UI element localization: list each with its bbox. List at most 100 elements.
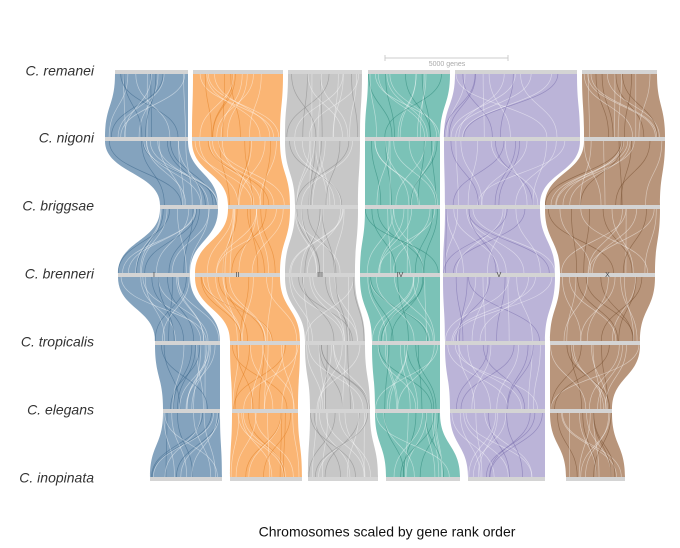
strand <box>177 140 203 206</box>
strand <box>307 208 337 274</box>
strand <box>431 412 440 478</box>
strand <box>382 276 419 342</box>
strand <box>138 73 159 138</box>
strand <box>471 276 488 342</box>
strand <box>120 276 207 342</box>
strand <box>286 73 330 138</box>
chromosome-bar <box>155 341 220 345</box>
strand <box>344 412 366 478</box>
strand <box>405 412 427 478</box>
chromosome-bar <box>445 205 540 209</box>
strand <box>562 412 622 478</box>
strand <box>412 276 435 342</box>
strand <box>456 344 489 410</box>
strand <box>289 208 344 274</box>
strand <box>309 73 360 138</box>
ribbon <box>195 209 290 273</box>
strand <box>313 412 341 478</box>
strand <box>321 344 370 410</box>
strand <box>495 140 533 206</box>
strand <box>383 412 405 478</box>
strand <box>580 208 648 274</box>
strand <box>424 412 444 478</box>
strand <box>466 208 507 274</box>
strand <box>410 140 438 206</box>
strand <box>618 140 623 206</box>
strand <box>496 344 519 410</box>
strand <box>169 140 214 206</box>
strand <box>325 344 328 410</box>
strand <box>472 412 507 478</box>
strand <box>254 412 294 478</box>
strand <box>304 208 321 274</box>
strand <box>374 73 440 138</box>
strand <box>308 140 316 206</box>
strand <box>419 73 425 138</box>
strand <box>235 412 257 478</box>
ribbon <box>118 209 218 273</box>
strand <box>281 344 294 410</box>
chromosome-label: X <box>605 272 610 279</box>
chromosome-bar <box>372 341 440 345</box>
strand <box>117 73 165 138</box>
strand <box>467 208 550 274</box>
strand <box>165 412 168 478</box>
strand <box>320 73 349 138</box>
strand <box>319 344 343 410</box>
strand <box>578 412 591 478</box>
strand <box>164 412 202 478</box>
ribbon <box>365 74 450 137</box>
chromosome-bar <box>285 137 360 141</box>
strand <box>405 412 409 478</box>
strand <box>238 208 257 274</box>
strand <box>139 208 162 274</box>
strand <box>394 276 434 342</box>
strand <box>155 208 190 274</box>
strand <box>452 140 505 206</box>
strand <box>322 208 324 274</box>
strand <box>644 208 657 274</box>
strand <box>349 73 357 138</box>
strand <box>550 344 640 410</box>
strand <box>397 73 417 138</box>
strand <box>604 344 627 410</box>
strand <box>583 73 633 138</box>
strand <box>168 208 200 274</box>
strand <box>371 276 414 342</box>
strand <box>120 73 179 138</box>
chromosome-bar <box>232 409 298 413</box>
strand <box>201 276 273 342</box>
strand <box>312 412 317 478</box>
strand <box>587 208 623 274</box>
strand <box>150 73 152 138</box>
strand <box>309 276 345 342</box>
species-label: C. elegans <box>27 402 94 418</box>
strand <box>144 208 197 274</box>
strand <box>393 412 423 478</box>
ribbon <box>285 74 362 137</box>
strand <box>135 73 171 138</box>
chromosome-bar <box>193 70 283 74</box>
strand <box>141 140 165 206</box>
ribbon <box>545 209 660 273</box>
strand <box>638 73 651 138</box>
strand <box>145 140 202 206</box>
strand <box>143 140 218 206</box>
strand <box>585 412 610 478</box>
strand <box>333 344 370 410</box>
strand <box>455 73 532 138</box>
strand <box>618 276 637 342</box>
chromosome-bar <box>230 341 300 345</box>
strand <box>180 412 220 478</box>
strand <box>318 412 351 478</box>
strand <box>375 344 439 410</box>
strand <box>167 276 195 342</box>
strand <box>206 73 261 138</box>
strand <box>290 208 344 274</box>
chromosome-label: I <box>153 272 155 279</box>
strand <box>583 140 602 206</box>
strand <box>231 208 267 274</box>
strand <box>237 412 284 478</box>
strand <box>390 208 411 274</box>
